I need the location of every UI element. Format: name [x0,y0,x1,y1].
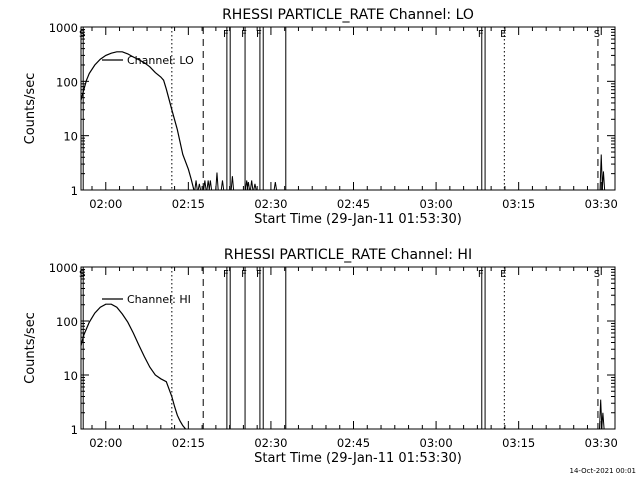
y-axis-label: Counts/sec [23,73,38,145]
x-tick-label: 02:15 [172,436,205,450]
noise-spike [599,154,603,191]
x-tick-label: 02:00 [89,197,122,211]
y-tick-label: 100 [56,315,78,329]
y-tick-label: 1000 [49,261,78,275]
y-tick-label: 1 [71,423,78,437]
legend-label: Channel: LO [127,54,194,67]
footer-timestamp: 14-Oct-2021 00:01 [570,467,636,475]
x-tick-label: 02:30 [254,436,287,450]
lo-channel-panel: RHESSI PARTICLE_RATE Channel: LO 1 10 100 10… [23,7,618,227]
noise-spike [601,412,605,430]
flag-label: F [256,269,262,280]
noise-spike [206,180,210,191]
series-line [80,51,195,191]
flag-label: S [594,29,600,40]
noise-spike [197,183,202,191]
flag-label: F [241,269,247,280]
noise-spike [273,181,278,191]
x-tick-label: 02:45 [337,436,370,450]
noise-spike [230,176,235,191]
x-tick-label: 02:15 [172,197,205,211]
flag-label: S [79,29,85,40]
noise-spike [246,181,251,191]
noise-spike [208,180,213,191]
chart-title: RHESSI PARTICLE_RATE Channel: HI [224,247,472,263]
flag-label: E [500,29,506,40]
flag-label: F [223,29,229,40]
x-axis-label: Start Time (29-Jan-11 01:53:30) [254,212,462,227]
y-tick-label: 1 [71,184,78,198]
y-tick-label: 100 [56,75,78,89]
flag-label: S [594,269,600,280]
flag-label: F [478,269,484,280]
x-tick-label: 03:00 [420,436,453,450]
flag-label: F [256,29,262,40]
noise-spike [194,180,198,191]
noise-spike [598,399,603,430]
flag-label: F [478,29,484,40]
x-tick-label: 02:30 [254,197,287,211]
series-line [80,303,187,430]
flag-label: F [241,29,247,40]
x-tick-label: 02:00 [89,436,122,450]
legend-label: Channel: HI [127,293,191,306]
noise-spike [601,171,606,191]
x-tick-label: 03:30 [585,436,618,450]
noise-spike [253,183,257,191]
flag-label: E [500,269,506,280]
plot-frame [80,26,616,191]
x-tick-label: 03:00 [420,197,453,211]
x-tick-label: 03:15 [502,436,535,450]
x-tick-label: 03:30 [585,197,618,211]
plot-frame [80,266,616,430]
x-tick-label: 02:45 [337,197,370,211]
noise-spike [215,172,219,191]
y-tick-label: 10 [63,130,78,144]
y-tick-label: 10 [63,369,78,383]
y-axis-label: Counts/sec [23,312,38,384]
chart-title: RHESSI PARTICLE_RATE Channel: LO [222,7,474,23]
x-axis-label: Start Time (29-Jan-11 01:53:30) [254,451,462,466]
x-tick-label: 03:15 [502,197,535,211]
noise-spike [220,180,225,191]
flag-label: S [79,269,85,280]
flag-label: F [223,269,229,280]
y-tick-label: 1000 [49,21,78,35]
noise-spike [249,180,254,191]
noise-spike [203,180,207,191]
hi-channel-panel: RHESSI PARTICLE_RATE Channel: HI 1 10 100 10… [23,247,618,466]
